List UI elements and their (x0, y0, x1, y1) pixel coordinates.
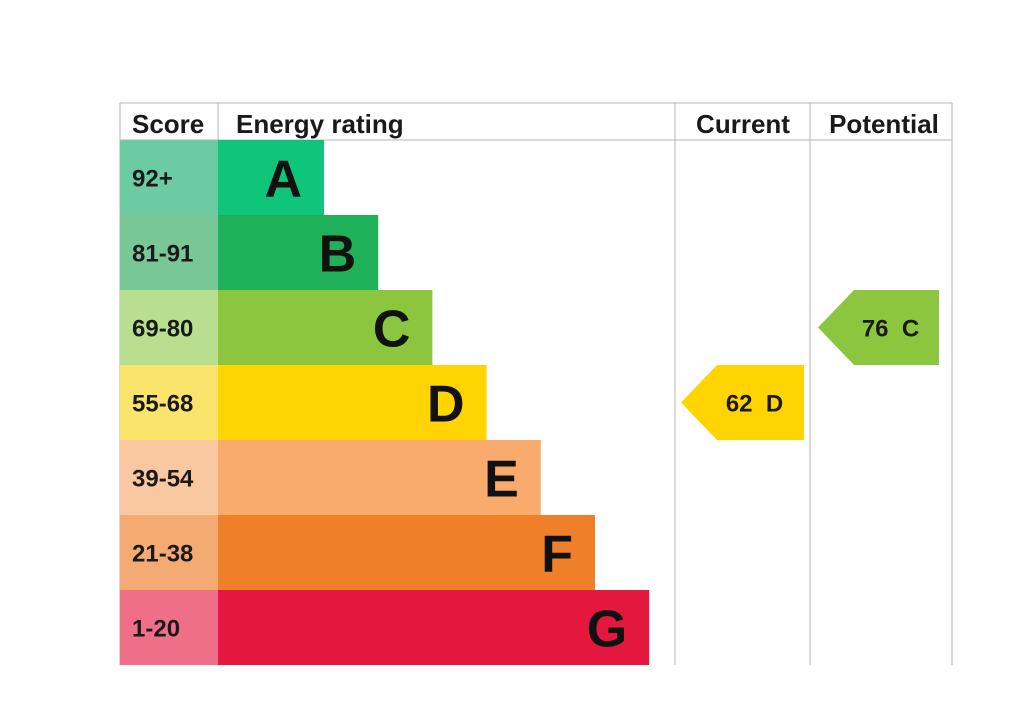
potential-arrow (818, 290, 939, 365)
band-bar-e (218, 440, 541, 515)
band-letter-e: E (484, 451, 519, 509)
band-letter-f: F (541, 526, 573, 584)
score-range-c: 69-80 (132, 316, 193, 343)
band-letter-b: B (319, 226, 357, 284)
band-bar-b (218, 215, 379, 290)
band-bar-c (218, 290, 433, 365)
table-headers: Score Energy rating Current Potential (132, 109, 939, 139)
score-range-b: 81-91 (132, 241, 193, 268)
band-bar-f (218, 515, 595, 590)
potential-header: Potential (829, 109, 939, 139)
band-letter-c: C (373, 301, 411, 359)
band-bar-g (218, 590, 650, 665)
score-cell-c (120, 290, 218, 365)
score-cell-b (120, 215, 218, 290)
band-bar-a (218, 140, 324, 215)
score-range-g: 1-20 (132, 616, 180, 643)
band-bar-d (218, 365, 487, 440)
band-letter-a: A (264, 151, 302, 209)
energy-rating-header: Energy rating (236, 109, 404, 139)
score-range-e: 39-54 (132, 466, 194, 493)
score-cell-f (120, 515, 218, 590)
potential-arrow-label: 76 C (862, 316, 919, 343)
current-header: Current (696, 109, 790, 139)
score-cell-d (120, 365, 218, 440)
score-cell-e (120, 440, 218, 515)
rating-bands: 92+ A 81-91 B 69-80 C 55-68 D 39-54 E 21-38 F 1-20 G (120, 140, 650, 665)
score-cell-g (120, 590, 218, 665)
score-range-a: 92+ (132, 166, 173, 193)
band-letter-d: D (427, 376, 465, 434)
current-arrow-label: 62 D (726, 391, 783, 418)
band-letter-g: G (587, 601, 627, 659)
score-range-d: 55-68 (132, 391, 193, 418)
score-cell-a (120, 140, 218, 215)
rating-arrows: 62 D 76 C (681, 290, 939, 440)
current-arrow (681, 365, 804, 440)
score-range-f: 21-38 (132, 541, 193, 568)
score-header: Score (132, 109, 204, 139)
